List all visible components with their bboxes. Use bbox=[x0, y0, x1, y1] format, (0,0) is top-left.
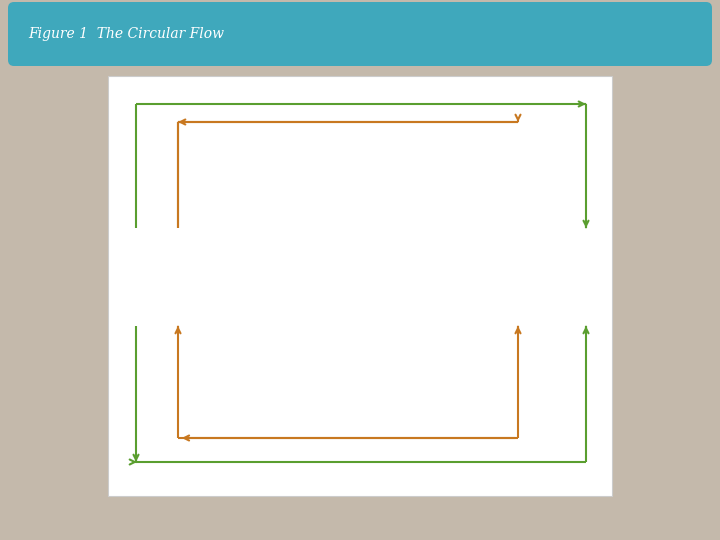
FancyBboxPatch shape bbox=[8, 2, 712, 66]
Text: Figure 1  The Circular Flow: Figure 1 The Circular Flow bbox=[28, 27, 224, 41]
FancyBboxPatch shape bbox=[108, 76, 612, 496]
